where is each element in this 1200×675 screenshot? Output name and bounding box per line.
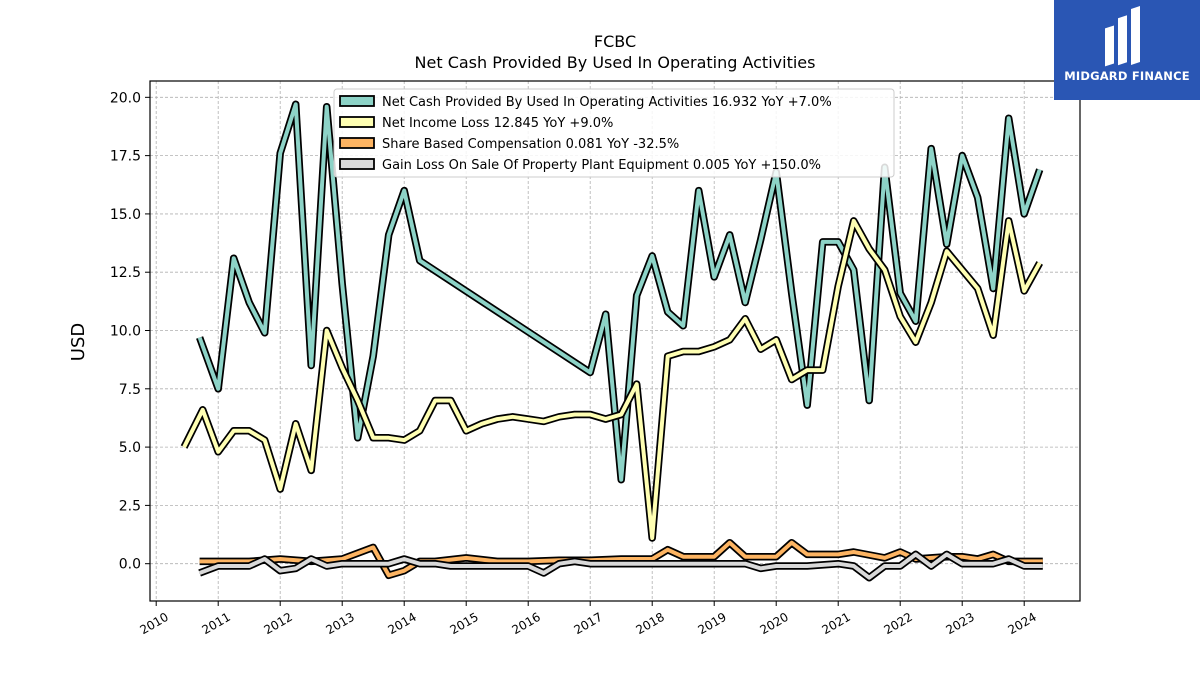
x-tick-label: 2013: [323, 610, 356, 637]
y-tick-label: 12.5: [110, 265, 141, 281]
legend: Net Cash Provided By Used In Operating A…: [333, 88, 895, 178]
legend-label: Share Based Compensation 0.081 YoY -32.5…: [382, 137, 679, 152]
brand-name: MIDGARD FINANCE: [1064, 69, 1190, 83]
series-0: [196, 100, 1044, 484]
legend-swatch: [339, 95, 375, 107]
series-lines: [180, 100, 1044, 582]
y-tick-label: 2.5: [119, 498, 141, 514]
x-tick-label: 2018: [633, 610, 666, 637]
chart-subtitle: Net Cash Provided By Used In Operating A…: [415, 53, 816, 72]
x-tick-label: 2012: [261, 610, 294, 637]
y-tick-label: 10.0: [110, 324, 141, 340]
brand-logo-mark-icon: [1054, 0, 1200, 100]
y-tick-label: 0.0: [119, 557, 141, 573]
x-tick-label: 2023: [943, 610, 976, 637]
legend-swatch: [339, 116, 375, 128]
legend-label: Gain Loss On Sale Of Property Plant Equi…: [382, 158, 821, 173]
x-tick-label: 2021: [819, 610, 852, 637]
brand-logo: MIDGARD FINANCE: [1054, 0, 1200, 100]
y-tick-label: 17.5: [110, 149, 141, 165]
y-tick-label: 15.0: [110, 207, 141, 223]
chart-title: FCBC: [594, 32, 636, 51]
series-3: [198, 550, 1043, 582]
y-tick-label: 5.0: [119, 440, 141, 456]
y-tick-label: 20.0: [110, 90, 141, 106]
legend-box: [333, 88, 895, 178]
y-axis-label: USD: [68, 323, 89, 361]
x-tick-label: 2015: [447, 610, 480, 637]
x-tick-label: 2014: [385, 610, 418, 637]
x-tick-label: 2017: [571, 610, 604, 637]
series-line: [182, 218, 1042, 540]
legend-swatch: [339, 158, 375, 170]
x-tick-label: 2019: [695, 610, 728, 637]
x-tick-label: 2011: [199, 610, 232, 637]
x-tick-label: 2016: [509, 610, 542, 637]
legend-swatch: [339, 137, 375, 149]
y-tick-label: 7.5: [119, 382, 141, 398]
x-tick-label: 2024: [1005, 610, 1038, 637]
legend-label: Net Cash Provided By Used In Operating A…: [382, 95, 832, 110]
plot-frame: [149, 80, 1081, 602]
series-line: [198, 552, 1043, 580]
series-1: [180, 217, 1043, 542]
x-tick-label: 2020: [757, 610, 790, 637]
x-tick-label: 2022: [881, 610, 914, 637]
x-tick-label: 2010: [137, 610, 170, 637]
series-line: [197, 102, 1042, 482]
legend-label: Net Income Loss 12.845 YoY +9.0%: [382, 116, 613, 131]
